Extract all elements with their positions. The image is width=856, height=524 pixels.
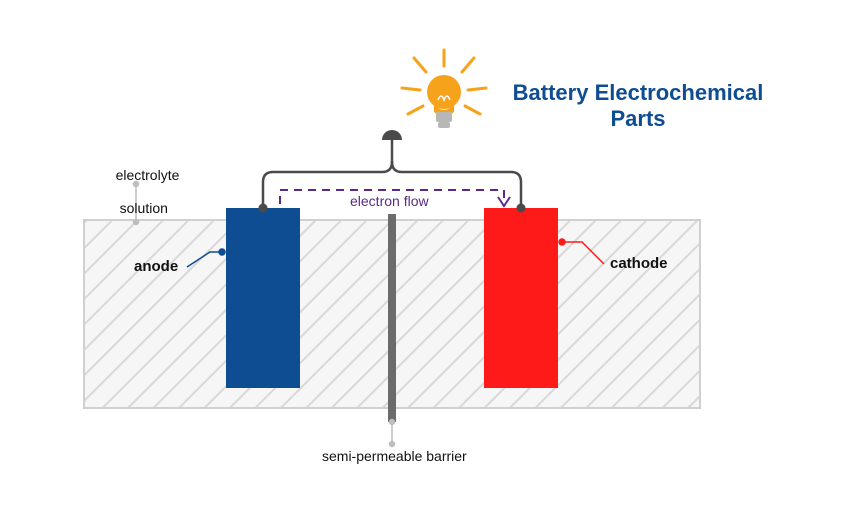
cathode-label: cathode: [610, 255, 668, 272]
anode-label: anode: [134, 258, 178, 275]
electrolyte-label-l2: solution: [120, 200, 168, 216]
cathode-electrode: [484, 208, 558, 388]
semi-permeable-label: semi-permeable barrier: [322, 448, 467, 464]
lightbulb-icon: [402, 50, 486, 128]
diagram-stage: Battery Electrochemical Parts: [0, 0, 856, 524]
electrolyte-label: electrolyte solution: [100, 150, 172, 234]
electron-flow-label: electron flow: [350, 193, 429, 209]
battery-diagram: [0, 0, 856, 524]
anode-electrode: [226, 208, 300, 388]
semi-permeable-barrier: [388, 214, 396, 422]
electrolyte-label-l1: electrolyte: [116, 167, 180, 183]
barrier-leader: [390, 420, 395, 447]
